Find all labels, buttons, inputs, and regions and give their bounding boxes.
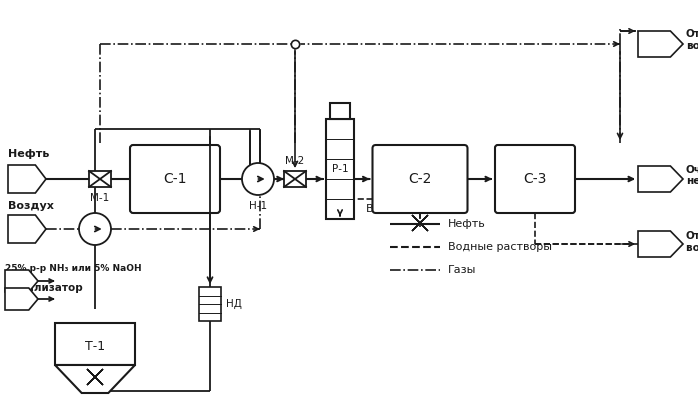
Text: К-1: К-1 <box>86 224 104 234</box>
Bar <box>330 103 350 119</box>
Polygon shape <box>55 365 135 393</box>
Text: С-2: С-2 <box>408 172 431 186</box>
Circle shape <box>242 163 274 195</box>
Polygon shape <box>638 166 683 192</box>
Bar <box>55 323 135 365</box>
Bar <box>284 171 306 187</box>
Text: Н-1: Н-1 <box>249 201 267 211</box>
Circle shape <box>79 213 111 245</box>
Polygon shape <box>638 31 683 57</box>
Text: Р-1: Р-1 <box>332 164 348 174</box>
Text: Очищенная
нефть: Очищенная нефть <box>686 164 698 186</box>
Text: С-3: С-3 <box>524 172 547 186</box>
Polygon shape <box>87 369 103 385</box>
Polygon shape <box>8 165 46 193</box>
Text: Отработанный
водный раствор: Отработанный водный раствор <box>686 231 698 253</box>
Bar <box>89 171 111 187</box>
Text: 25% р-р NH₃ или 5% NaOH: 25% р-р NH₃ или 5% NaOH <box>5 264 142 273</box>
Polygon shape <box>638 231 683 257</box>
Polygon shape <box>412 215 428 231</box>
Polygon shape <box>87 369 103 385</box>
Polygon shape <box>5 270 38 292</box>
Text: Нефть: Нефть <box>448 219 486 229</box>
Bar <box>199 287 221 321</box>
Text: Воздух: Воздух <box>8 201 54 211</box>
Text: НД: НД <box>226 299 242 309</box>
Text: Вода: Вода <box>366 204 394 214</box>
Text: Катализатор: Катализатор <box>5 283 83 293</box>
Polygon shape <box>5 288 38 310</box>
Bar <box>326 119 354 219</box>
FancyBboxPatch shape <box>373 145 468 213</box>
Text: Отработанный
воздух: Отработанный воздух <box>686 29 698 51</box>
Polygon shape <box>8 215 46 243</box>
Text: Газы: Газы <box>448 265 476 275</box>
FancyBboxPatch shape <box>495 145 575 213</box>
Polygon shape <box>412 215 428 231</box>
Text: М-1: М-1 <box>90 193 110 203</box>
Text: М-2: М-2 <box>285 156 304 166</box>
FancyBboxPatch shape <box>130 145 220 213</box>
Text: Т-1: Т-1 <box>85 340 105 353</box>
Text: Нефть: Нефть <box>8 149 50 159</box>
Text: С-1: С-1 <box>163 172 187 186</box>
Text: Водные растворы: Водные растворы <box>448 242 552 252</box>
